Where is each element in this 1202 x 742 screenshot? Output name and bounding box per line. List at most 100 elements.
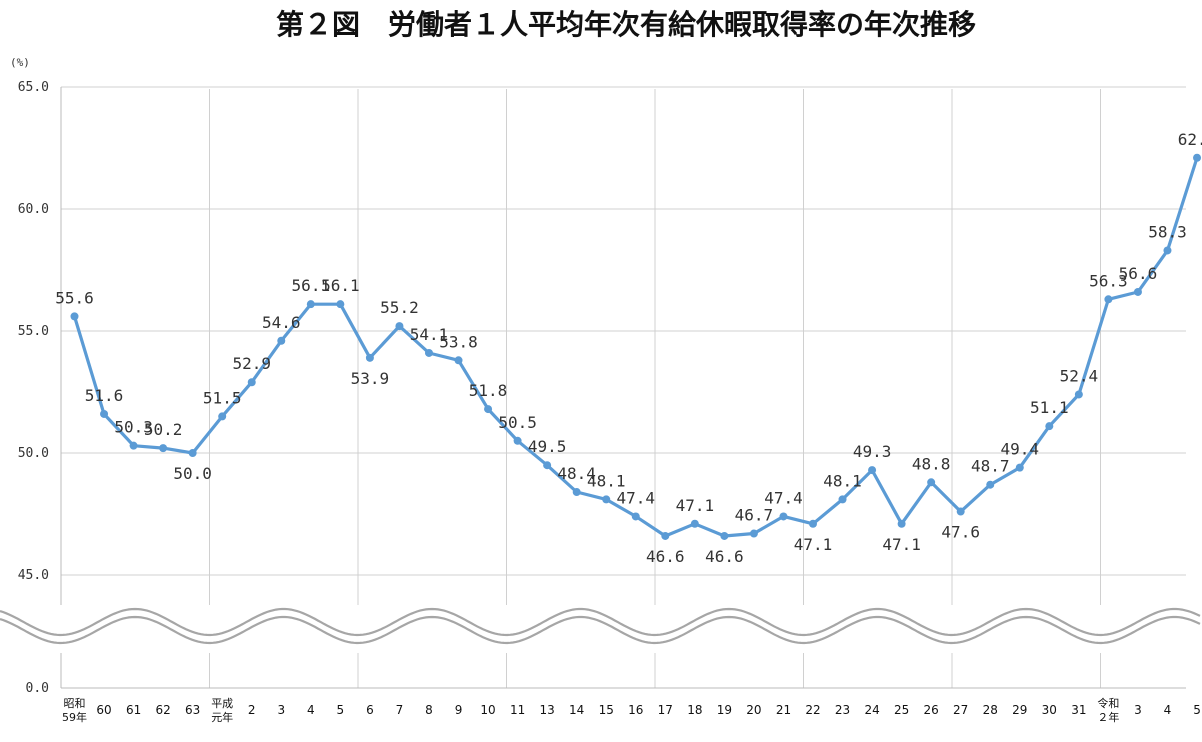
- x-tick-label: 3: [1134, 703, 1142, 717]
- x-tick-label: 15: [599, 703, 614, 717]
- data-point: [661, 531, 670, 540]
- data-point: [1074, 390, 1083, 399]
- data-label: 51.8: [469, 381, 508, 400]
- x-tick-label: 19: [717, 703, 732, 717]
- data-label: 50.3: [114, 418, 153, 437]
- data-point: [631, 512, 640, 521]
- data-label: 48.1: [587, 471, 626, 490]
- data-point: [986, 480, 995, 489]
- y-tick-labels: 65.0 60.0 55.0 50.0 45.0 0.0: [18, 80, 49, 696]
- x-tick-label-line1: 平成: [211, 697, 233, 710]
- data-label: 53.8: [439, 332, 478, 351]
- data-point: [1104, 295, 1113, 304]
- data-label: 47.1: [676, 496, 715, 515]
- data-label: 50.5: [498, 413, 537, 432]
- x-tick-label: 21: [776, 703, 791, 717]
- x-tick-label: 20: [746, 703, 761, 717]
- data-label: 52.9: [232, 354, 271, 373]
- x-tick-label: 28: [983, 703, 998, 717]
- x-tick-label: 2: [248, 703, 256, 717]
- data-label: 51.5: [203, 388, 242, 407]
- y-tick-label: 50.0: [18, 446, 49, 461]
- data-point: [129, 441, 138, 450]
- data-label: 47.1: [794, 535, 833, 554]
- data-label: 56.1: [292, 276, 331, 295]
- data-point: [306, 300, 315, 309]
- break-wave-upper: [0, 607, 1201, 637]
- chart-title: 第２図 労働者１人平均年次有給休暇取得率の年次推移: [276, 8, 976, 41]
- data-label: 56.1: [321, 276, 360, 295]
- x-tick-label-line2: 元年: [211, 710, 233, 724]
- x-tick-label: 17: [658, 703, 673, 717]
- x-tick-label-line1: 令和: [1097, 696, 1119, 710]
- y-tick-label-zero: 0.0: [26, 681, 49, 696]
- x-tick-label: 24: [864, 703, 879, 717]
- series-line: [72, 157, 1199, 538]
- x-tick-label: 8: [425, 703, 433, 717]
- data-label: 47.4: [616, 488, 655, 507]
- data-point: [868, 466, 877, 475]
- data-point: [1133, 287, 1142, 296]
- data-point: [1015, 463, 1024, 472]
- data-label: 48.7: [971, 457, 1010, 476]
- x-tick-label: 5: [1193, 703, 1201, 717]
- x-tick-label: 3: [277, 703, 285, 717]
- axes: [60, 87, 1186, 689]
- data-label: 48.1: [823, 471, 862, 490]
- x-tick-label: 60: [96, 703, 111, 717]
- data-label: 56.3: [1089, 271, 1128, 290]
- data-label: 50.2: [144, 420, 183, 439]
- y-tick-label: 60.0: [18, 202, 49, 217]
- data-point: [927, 478, 936, 487]
- break-wave-lower: [0, 615, 1201, 645]
- x-tick-label: 25: [894, 703, 909, 717]
- data-point: [809, 519, 817, 528]
- y-tick-label: 45.0: [18, 568, 49, 583]
- data-point: [749, 529, 758, 538]
- x-tick-label: 14: [569, 703, 584, 717]
- data-label: 51.1: [1030, 398, 1069, 417]
- x-tick-label-line2: ２年: [1097, 710, 1119, 724]
- x-tick-label: 4: [307, 703, 315, 717]
- data-point: [779, 512, 788, 521]
- data-point: [513, 436, 522, 445]
- data-point: [70, 312, 79, 321]
- data-label: 46.6: [705, 547, 744, 566]
- data-point: [395, 322, 404, 331]
- x-tick-label: 31: [1071, 703, 1086, 717]
- x-tick-label-line1: 昭和: [64, 697, 86, 710]
- data-label: 58.3: [1148, 222, 1187, 241]
- x-tick-label: 11: [510, 703, 525, 717]
- data-point: [218, 412, 227, 421]
- data-label: 54.1: [410, 325, 449, 344]
- data-label: 55.2: [380, 298, 419, 317]
- data-label: 47.6: [941, 523, 980, 542]
- data-label: 62.1: [1178, 130, 1202, 149]
- data-point: [690, 519, 699, 528]
- data-label: 49.5: [528, 437, 567, 456]
- data-label: 50.0: [173, 464, 212, 483]
- data-point: [1193, 153, 1202, 162]
- data-label: 52.4: [1060, 366, 1099, 385]
- x-tick-label-line2: 59年: [62, 710, 87, 724]
- data-point: [956, 507, 965, 516]
- x-tick-label: 13: [539, 703, 554, 717]
- data-label: 46.7: [735, 506, 774, 525]
- data-label: 49.3: [853, 442, 892, 461]
- x-tick-label: 4: [1164, 703, 1172, 717]
- x-tick-label: 18: [687, 703, 702, 717]
- data-label: 56.6: [1119, 264, 1158, 283]
- x-tick-label: 6: [366, 703, 374, 717]
- x-tick-label: 26: [924, 703, 939, 717]
- data-point: [424, 348, 433, 357]
- data-point: [572, 488, 581, 497]
- y-tick-label: 65.0: [18, 80, 49, 95]
- data-label: 53.9: [351, 369, 390, 388]
- data-label: 47.1: [882, 535, 921, 554]
- data-point: [159, 444, 168, 453]
- data-label: 46.6: [646, 547, 685, 566]
- data-label: 54.6: [262, 313, 301, 332]
- data-point: [1163, 246, 1172, 255]
- data-point: [897, 519, 906, 528]
